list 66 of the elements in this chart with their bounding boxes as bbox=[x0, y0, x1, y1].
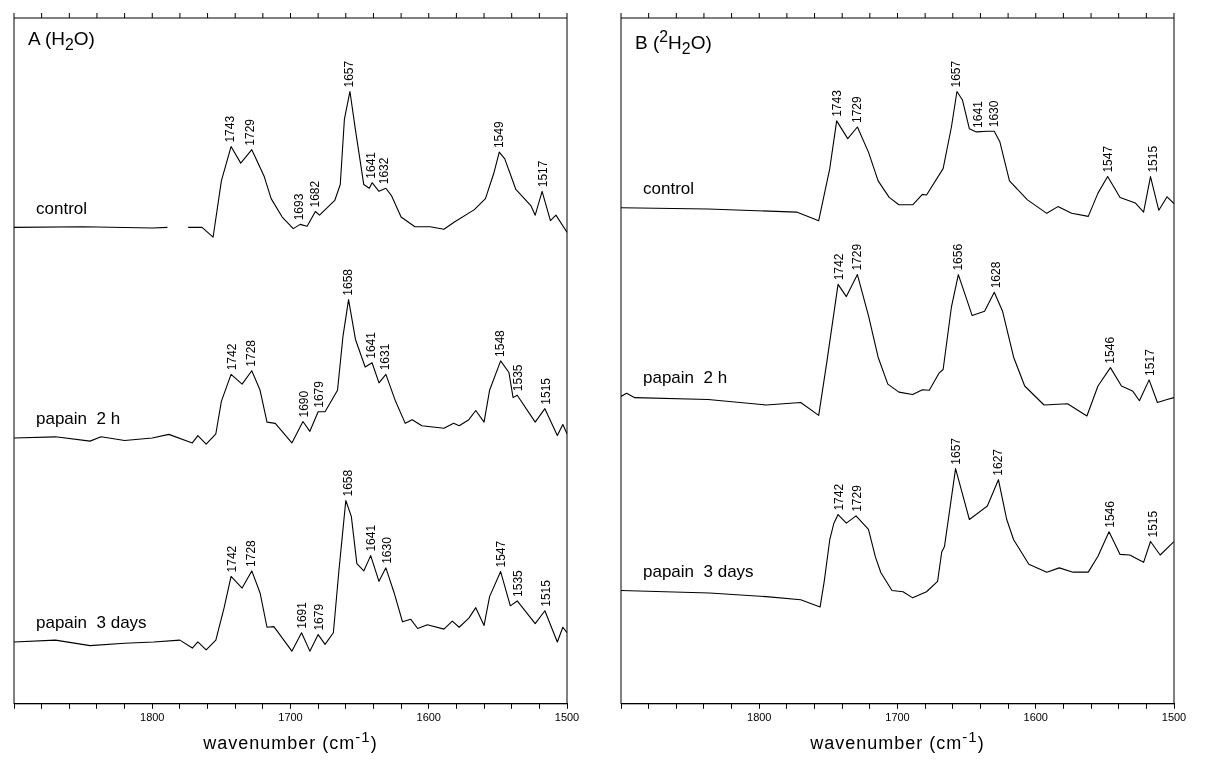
annotation: 1515 bbox=[1145, 510, 1160, 538]
series-label: control bbox=[36, 198, 88, 218]
annotation: 1630 bbox=[986, 100, 1001, 128]
series-label: papain 2 h bbox=[643, 367, 728, 387]
annotation: 1679 bbox=[311, 380, 326, 408]
annotation: 1515 bbox=[538, 377, 553, 405]
annotation: 1515 bbox=[1145, 145, 1160, 173]
annotation: 1535 bbox=[510, 569, 525, 597]
annotation: 1546 bbox=[1102, 336, 1117, 364]
annotation: 1729 bbox=[242, 118, 257, 146]
series-label: papain 3 days bbox=[643, 561, 754, 581]
x-tick-label: 1500 bbox=[1161, 711, 1187, 724]
annotation: 1549 bbox=[491, 121, 506, 149]
annotation: 1742 bbox=[224, 545, 239, 573]
annotation: 1728 bbox=[244, 539, 259, 567]
chart-title: A (H$_{2}$O) bbox=[28, 28, 95, 54]
annotation: 1641 bbox=[971, 100, 986, 128]
annotation: 1679 bbox=[311, 603, 326, 631]
annotation: 1546 bbox=[1102, 500, 1117, 528]
series-label: papain 2 h bbox=[36, 409, 121, 429]
annotation: 1630 bbox=[379, 536, 394, 564]
annotation: 1641 bbox=[364, 331, 379, 359]
annotation: 1682 bbox=[307, 180, 322, 208]
annotation: 1547 bbox=[1101, 145, 1116, 173]
annotation: 1729 bbox=[849, 95, 864, 123]
annotation: 1657 bbox=[342, 60, 357, 88]
annotation: 1743 bbox=[830, 89, 845, 117]
annotation: 1729 bbox=[849, 243, 864, 271]
annotation: 1656 bbox=[950, 243, 965, 271]
x-tick-label: 1600 bbox=[1023, 711, 1048, 724]
x-tick-label: 1600 bbox=[416, 711, 441, 724]
annotation: 1631 bbox=[378, 343, 393, 371]
annotation: 1632 bbox=[376, 157, 391, 185]
annotation: 1517 bbox=[1142, 348, 1157, 376]
x-tick-label: 1700 bbox=[278, 711, 303, 724]
x-axis-title: wavenumber (cm$^{-1}$) bbox=[202, 728, 379, 754]
annotation: 1641 bbox=[364, 524, 379, 552]
annotation: 1547 bbox=[494, 540, 509, 568]
annotation: 1742 bbox=[831, 253, 846, 281]
annotation: 1548 bbox=[492, 329, 507, 357]
annotation: 1517 bbox=[535, 160, 550, 188]
x-tick-label: 1700 bbox=[885, 711, 910, 724]
series-label: control bbox=[643, 179, 695, 199]
annotation: 1657 bbox=[949, 437, 964, 465]
annotation: 1742 bbox=[224, 343, 239, 371]
annotation: 1729 bbox=[849, 484, 864, 512]
x-axis-title: wavenumber (cm$^{-1}$) bbox=[809, 728, 986, 754]
x-tick-label: 1800 bbox=[140, 711, 165, 724]
annotation: 1535 bbox=[510, 364, 525, 392]
annotation: 1742 bbox=[831, 483, 846, 511]
annotation: 1728 bbox=[244, 339, 259, 367]
chart-title: B ($^{2}$H$_{2}$O) bbox=[635, 28, 712, 59]
x-tick-label: 1800 bbox=[747, 711, 772, 724]
annotation: 1657 bbox=[949, 60, 964, 88]
annotation: 1627 bbox=[990, 448, 1005, 476]
annotation: 1690 bbox=[296, 390, 311, 418]
series-label: papain 3 days bbox=[36, 613, 147, 633]
annotation: 1693 bbox=[292, 193, 307, 221]
annotation: 1743 bbox=[223, 115, 238, 143]
annotation: 1691 bbox=[295, 601, 310, 629]
annotation: 1658 bbox=[340, 469, 355, 497]
annotation: 1641 bbox=[364, 151, 379, 179]
x-tick-label: 1500 bbox=[554, 711, 580, 724]
annotation: 1515 bbox=[538, 579, 553, 607]
annotation: 1658 bbox=[340, 268, 355, 296]
annotation: 1628 bbox=[989, 261, 1004, 289]
